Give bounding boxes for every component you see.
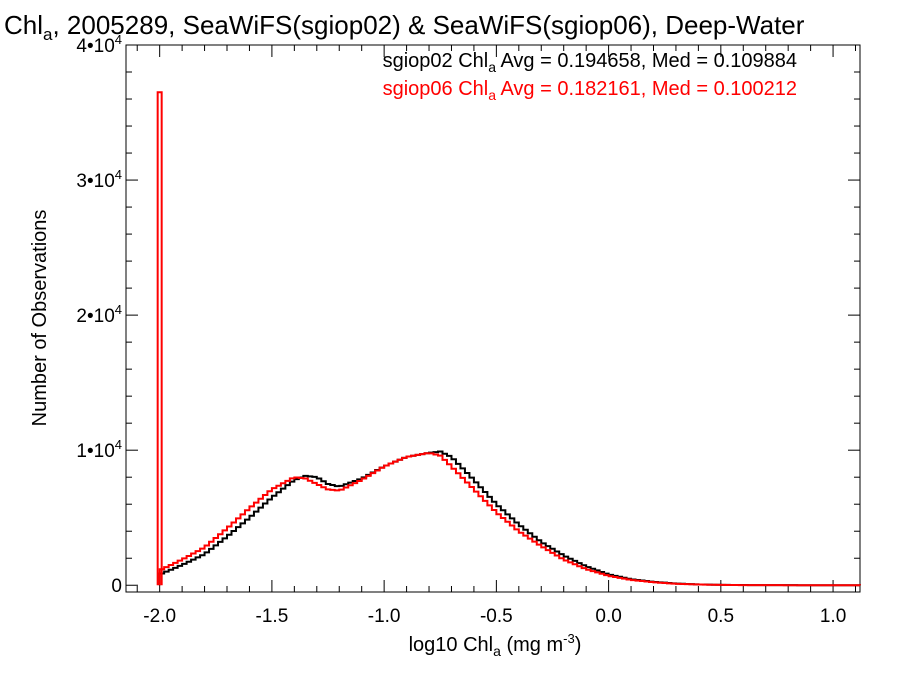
y-tick-label: 2•104 xyxy=(76,302,122,327)
x-tick-label: -1.0 xyxy=(368,606,401,627)
x-tick-label: -0.5 xyxy=(480,606,513,627)
y-axis-label: Number of Observations xyxy=(29,210,51,427)
chart-title: Chla, 2005289, SeaWiFS(sgiop02) & SeaWiF… xyxy=(4,10,805,44)
y-tick-label: 3•104 xyxy=(76,167,122,192)
series-line-0 xyxy=(158,450,861,587)
legend-entry-sgiop06: sgiop06 Chla Avg = 0.182161, Med = 0.100… xyxy=(383,78,797,103)
x-tick-labels: -2.0 -1.5 -1.0 -0.5 0.0 0.5 1.0 xyxy=(143,606,846,627)
series-line-1 xyxy=(158,452,861,587)
series-layer xyxy=(156,91,861,587)
y-tick-label: 4•104 xyxy=(76,32,122,57)
x-tick-label: 1.0 xyxy=(820,606,846,627)
x-tick-label: -2.0 xyxy=(143,606,176,627)
series-spike-1 xyxy=(156,91,163,586)
x-tick-label: -1.5 xyxy=(256,606,289,627)
y-tick-labels: 0 1•104 2•104 3•104 4•104 xyxy=(76,32,122,597)
legend-entry-sgiop02: sgiop02 Chla Avg = 0.194658, Med = 0.109… xyxy=(383,50,797,75)
x-tick-label: 0.5 xyxy=(708,606,734,627)
x-tick-label: 0.0 xyxy=(595,606,621,627)
y-tick-label: 0 xyxy=(111,576,122,597)
y-tick-label: 1•104 xyxy=(76,437,122,462)
plot-frame xyxy=(125,44,861,593)
x-axis-label: log10 Chla (mg m-3) xyxy=(409,631,582,659)
